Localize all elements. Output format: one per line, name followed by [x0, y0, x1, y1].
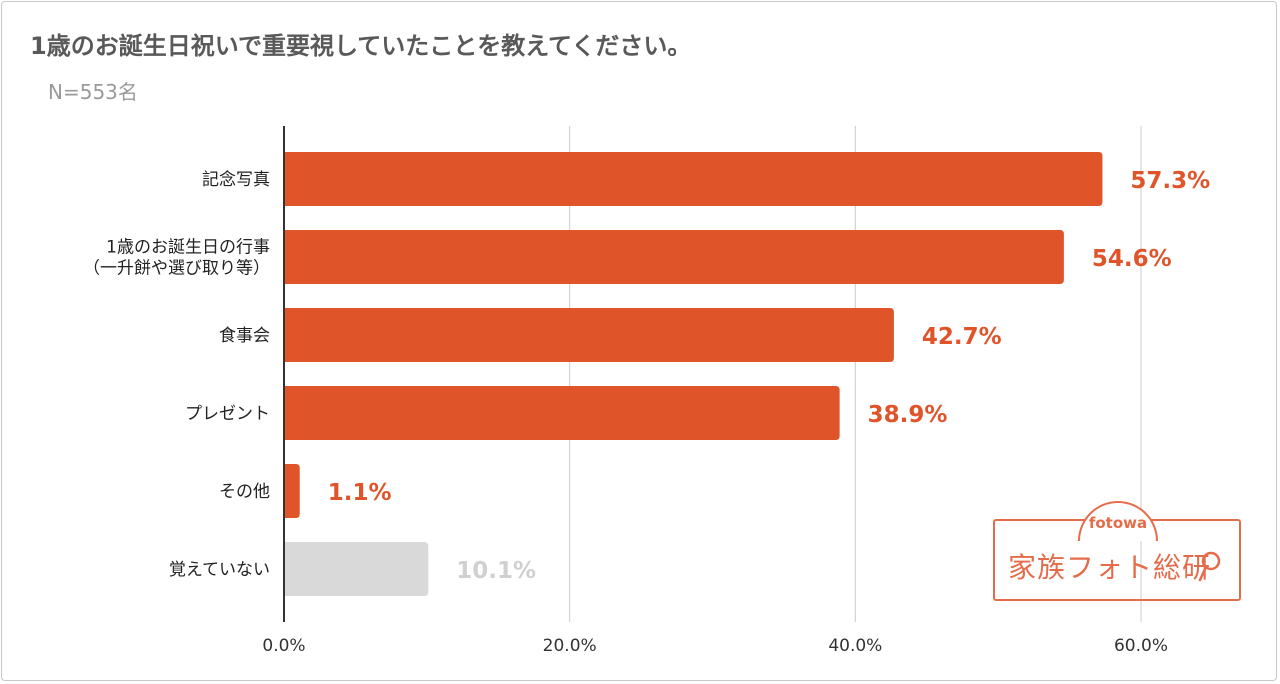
x-tick-label: 60.0% — [1114, 636, 1168, 656]
data-label: 57.3% — [1130, 168, 1210, 194]
category-label: 食事会 — [219, 326, 270, 346]
x-tick-label: 20.0% — [543, 636, 597, 656]
bar — [284, 308, 894, 362]
bar — [284, 464, 300, 518]
x-tick-label: 40.0% — [828, 636, 882, 656]
category-label: 1歳のお誕生日の行事 — [106, 238, 270, 258]
category-label: （一升餅や選び取り等） — [83, 259, 270, 279]
data-label: 10.1% — [456, 558, 536, 584]
category-label: 記念写真 — [202, 169, 270, 190]
chart-title: 1歳のお誕生日祝いで重要視していたことを教えてください。 — [30, 32, 692, 60]
bar — [284, 230, 1064, 284]
data-label: 42.7% — [922, 324, 1002, 350]
logo-main-text: 家族フォト総研 — [1008, 551, 1212, 584]
category-label: その他 — [219, 482, 270, 502]
logo-small-text: fotowa — [1088, 514, 1148, 532]
data-label: 54.6% — [1092, 246, 1172, 272]
data-label: 1.1% — [328, 480, 392, 506]
sample-size-label: N=553名 — [48, 80, 138, 104]
bar — [284, 386, 840, 440]
bar — [284, 152, 1103, 206]
magnifier-icon — [1198, 551, 1221, 582]
data-label: 38.9% — [868, 402, 948, 428]
category-label: 覚えていない — [169, 560, 270, 580]
category-label: プレゼント — [185, 404, 270, 424]
bar — [284, 542, 429, 596]
x-tick-label: 0.0% — [262, 636, 305, 656]
